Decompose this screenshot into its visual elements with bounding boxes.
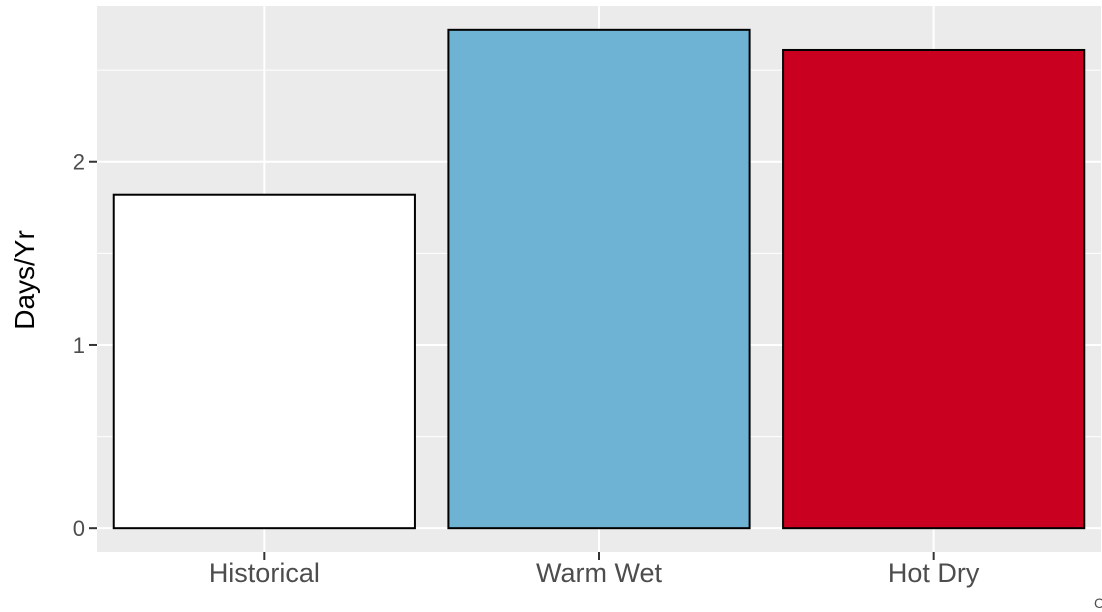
- bar-warm-wet: [447, 28, 751, 530]
- y-axis-title: Days/Yr: [9, 230, 40, 330]
- bar-historical: [112, 193, 416, 530]
- x-axis: Historical Warm Wet Hot Dry: [209, 552, 980, 588]
- bar-hot-dry: [782, 48, 1086, 530]
- caption-fragment: C: [1094, 595, 1102, 611]
- x-tick-label: Hot Dry: [888, 558, 980, 588]
- y-tick-label: 1: [73, 333, 85, 358]
- x-tick-label: Historical: [209, 558, 320, 588]
- x-tick-label: Warm Wet: [536, 558, 662, 588]
- bars: [112, 28, 1086, 530]
- y-tick-label: 0: [73, 516, 85, 541]
- y-tick-label: 2: [73, 150, 85, 175]
- y-axis: 0 1 2: [73, 150, 97, 541]
